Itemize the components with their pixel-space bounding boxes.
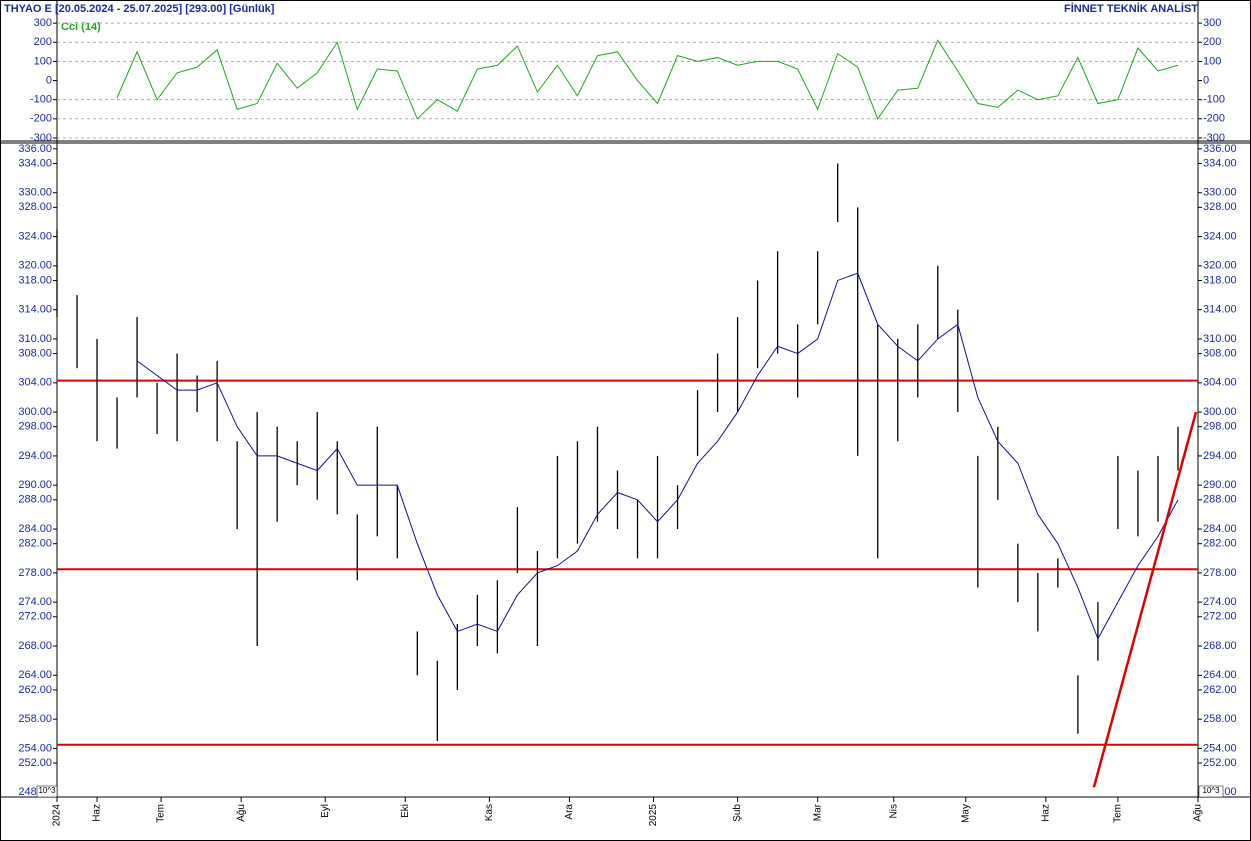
y-tick-label: 298.00 (1203, 421, 1237, 433)
y-tick-label: -200 (30, 113, 52, 125)
y-tick-label: 300.00 (18, 406, 52, 418)
y-tick-label: 100 (34, 55, 52, 67)
y-tick-label: 310.00 (18, 333, 52, 345)
x-tick-label: 2025 (648, 804, 659, 827)
y-tick-label: 304.00 (1203, 377, 1237, 389)
title: THYAO E [20.05.2024 - 25.07.2025] [293.0… (4, 3, 275, 15)
y-tick-label: 252.00 (1203, 757, 1237, 769)
y-tick-label: 288.00 (1203, 494, 1237, 506)
y-tick-label: -300 (1203, 132, 1225, 144)
y-tick-label: 264.00 (18, 669, 52, 681)
y-tick-label: 268.00 (18, 640, 52, 652)
x-tick-label: Tem (156, 804, 167, 823)
y-tick-label: 318.00 (1203, 274, 1237, 286)
moving-average (136, 272, 1179, 640)
x-tick-label: 2024 (52, 804, 63, 827)
y-tick-label: -300 (30, 132, 52, 144)
y-tick-label: 330.00 (18, 187, 52, 199)
scale-box (36, 785, 58, 798)
y-tick-label: 290.00 (18, 479, 52, 491)
y-tick-label: -200 (1203, 113, 1225, 125)
y-tick-label: 294.00 (18, 450, 52, 462)
y-tick-label: 314.00 (1203, 304, 1237, 316)
scale-box (1198, 785, 1224, 798)
y-tick-label: 272.00 (18, 611, 52, 623)
y-tick-label: -100 (1203, 94, 1225, 106)
y-tick-label: 314.00 (18, 304, 52, 316)
y-tick-label: 298.00 (18, 421, 52, 433)
y-tick-label: 272.00 (1203, 611, 1237, 623)
y-tick-label: 200 (1203, 36, 1221, 48)
y-tick-label: 324.00 (1203, 230, 1237, 242)
x-tick-label: Ara (564, 804, 575, 820)
y-tick-label: 0 (1203, 74, 1209, 86)
y-tick-label: 320.00 (1203, 260, 1237, 272)
x-tick-label: Şub (732, 804, 743, 822)
y-tick-label: 274.00 (1203, 596, 1237, 608)
cci-line (116, 39, 1179, 120)
x-tick-label: Haz (1041, 804, 1052, 822)
y-tick-label: 330.00 (1203, 187, 1237, 199)
y-tick-label: 336.00 (1203, 143, 1237, 155)
y-tick-label: 284.00 (1203, 523, 1237, 535)
scale-label: 10^3 (1202, 786, 1220, 795)
x-tick-label: Eyl (320, 804, 331, 818)
y-tick-label: 300 (34, 17, 52, 29)
y-tick-label: 258.00 (1203, 713, 1237, 725)
y-tick-label: 268.00 (1203, 640, 1237, 652)
y-tick-label: 328.00 (18, 201, 52, 213)
y-tick-label: 324.00 (18, 230, 52, 242)
x-tick-label: May (960, 804, 971, 823)
y-tick-label: 328.00 (1203, 201, 1237, 213)
y-tick-label: 308.00 (1203, 347, 1237, 359)
y-tick-label: 100 (1203, 55, 1221, 67)
y-tick-label: 262.00 (18, 684, 52, 696)
x-tick-label: Haz (92, 804, 103, 822)
x-tick-label: Ağu (236, 804, 247, 822)
indicator-label: Cci (14) (61, 21, 101, 33)
y-tick-label: 336.00 (18, 143, 52, 155)
y-tick-label: 282.00 (1203, 538, 1237, 550)
y-tick-label: 254.00 (1203, 742, 1237, 754)
y-tick-label: 300.00 (1203, 406, 1237, 418)
brand: FİNNET TEKNİK ANALİST (1064, 2, 1198, 15)
y-tick-label: 264.00 (1203, 669, 1237, 681)
x-tick-label: Tem (1113, 804, 1124, 823)
y-tick-label: 252.00 (18, 757, 52, 769)
y-tick-label: 294.00 (1203, 450, 1237, 462)
y-tick-label: 300 (1203, 17, 1221, 29)
y-tick-label: -100 (30, 94, 52, 106)
y-tick-label: 320.00 (18, 260, 52, 272)
y-tick-label: 288.00 (18, 494, 52, 506)
y-tick-label: 334.00 (18, 157, 52, 169)
y-tick-label: 308.00 (18, 347, 52, 359)
y-tick-label: 282.00 (18, 538, 52, 550)
y-tick-label: 318.00 (18, 274, 52, 286)
y-tick-label: 0 (46, 74, 52, 86)
y-tick-label: 254.00 (18, 742, 52, 754)
y-tick-label: 290.00 (1203, 479, 1237, 491)
y-tick-label: 262.00 (1203, 684, 1237, 696)
trend-line (1092, 411, 1198, 788)
x-tick-label: Kas (484, 804, 495, 821)
y-tick-label: 304.00 (18, 377, 52, 389)
x-tick-label: Nis (888, 804, 899, 818)
x-tick-label: Mar (812, 803, 823, 821)
y-tick-label: 284.00 (18, 523, 52, 535)
x-tick-label: Ağu (1193, 804, 1204, 822)
y-tick-label: 200 (34, 36, 52, 48)
y-tick-label: 258.00 (18, 713, 52, 725)
x-tick-label: Eki (400, 804, 411, 818)
y-tick-label: 278.00 (1203, 567, 1237, 579)
scale-label: 10^3 (38, 786, 56, 795)
y-tick-label: 274.00 (18, 596, 52, 608)
y-tick-label: 278.00 (18, 567, 52, 579)
y-tick-label: 310.00 (1203, 333, 1237, 345)
y-tick-label: 334.00 (1203, 157, 1237, 169)
